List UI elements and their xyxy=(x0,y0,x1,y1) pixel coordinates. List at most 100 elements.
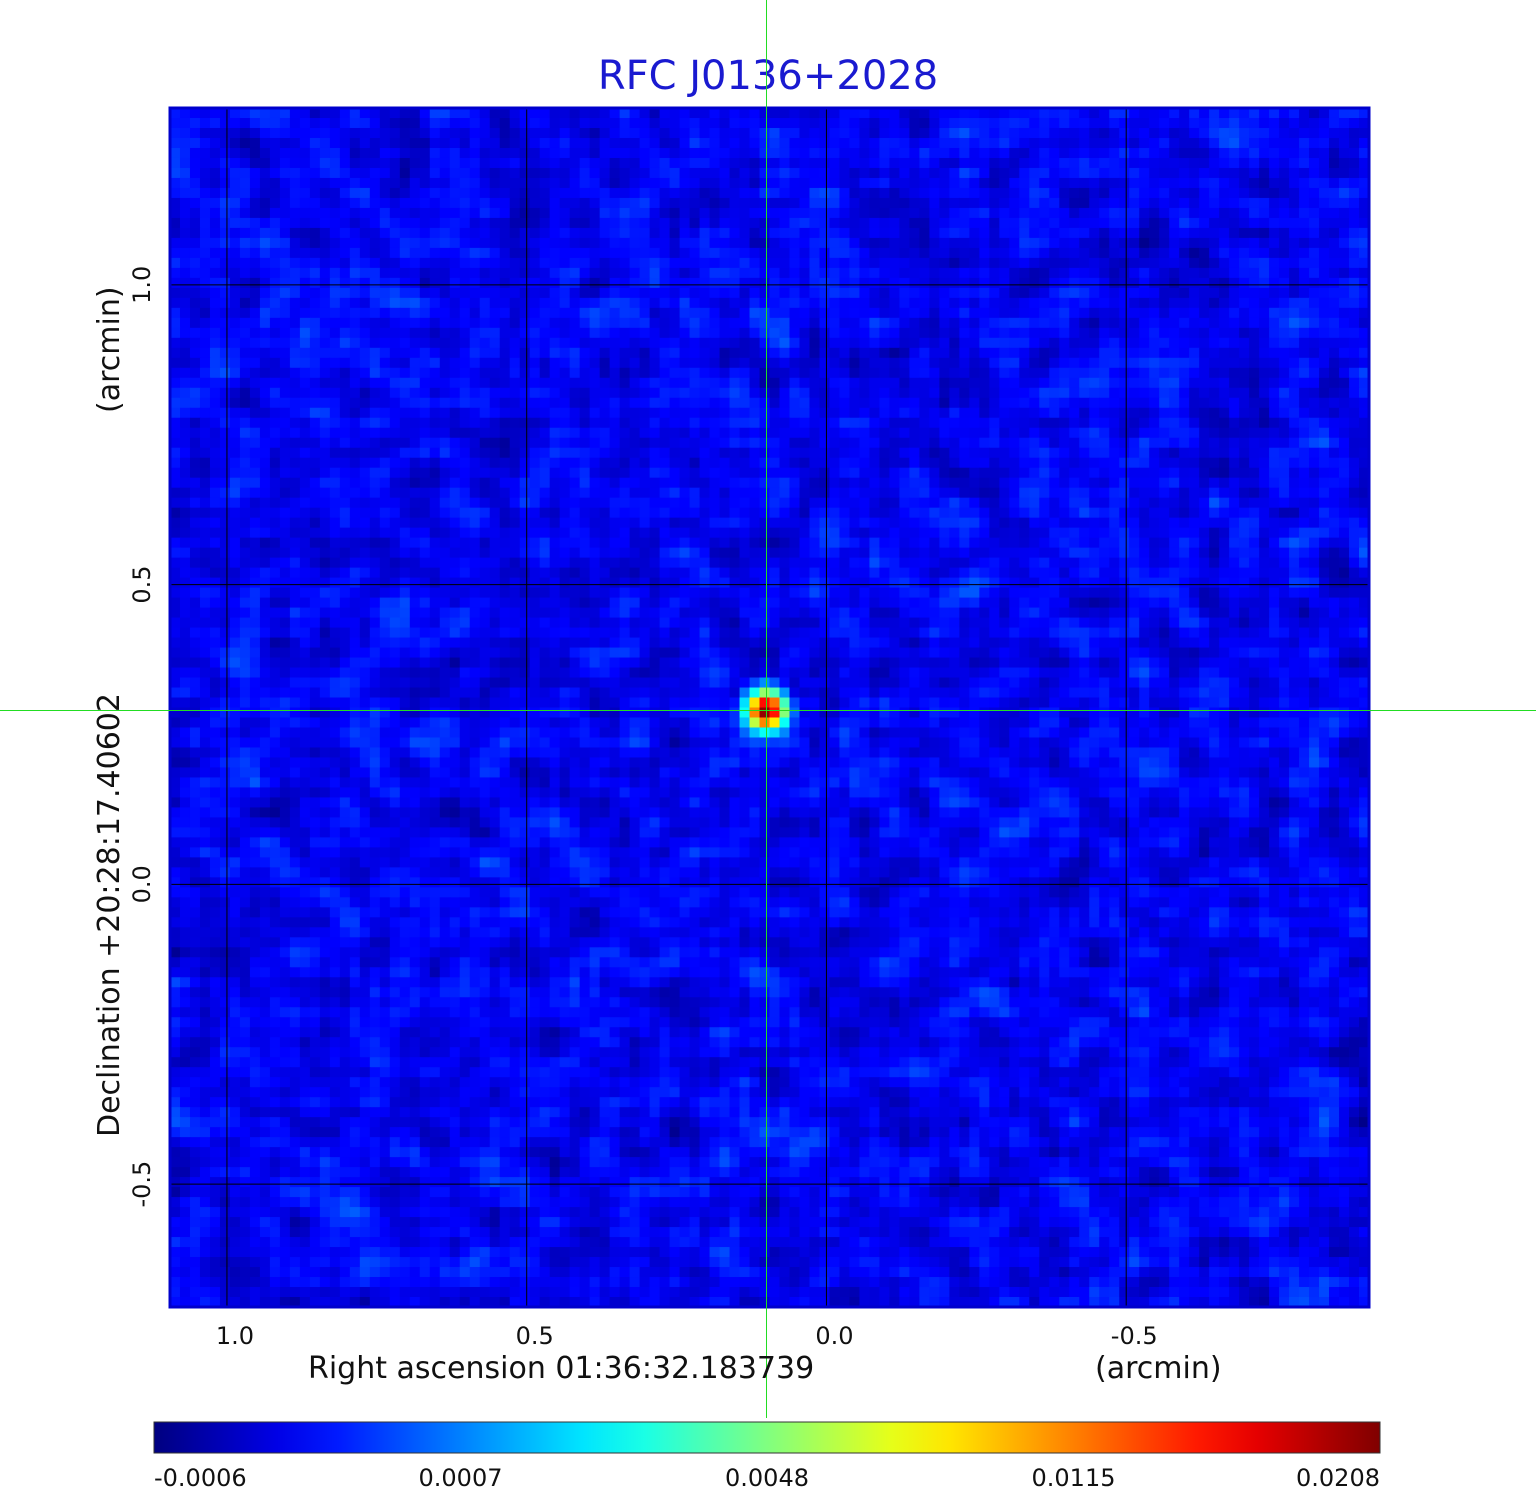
heatmap-cell xyxy=(1199,237,1210,249)
heatmap-cell xyxy=(269,297,281,309)
heatmap-cell xyxy=(879,137,890,149)
heatmap-cell xyxy=(1299,407,1310,419)
heatmap-cell xyxy=(1029,377,1040,389)
heatmap-cell xyxy=(669,347,681,359)
heatmap-cell xyxy=(949,467,960,479)
heatmap-cell xyxy=(959,177,970,189)
heatmap-cell xyxy=(599,377,611,389)
heatmap-cell xyxy=(170,517,181,529)
heatmap-cell xyxy=(1239,437,1250,449)
heatmap-cell xyxy=(749,187,761,199)
heatmap-cell xyxy=(1029,327,1040,339)
heatmap-cell xyxy=(1169,467,1180,479)
heatmap-cell xyxy=(259,427,271,439)
heatmap-cell xyxy=(179,217,191,229)
heatmap-cell xyxy=(339,477,351,489)
heatmap-cell xyxy=(859,137,871,149)
heatmap-cell xyxy=(699,457,711,469)
heatmap-cell xyxy=(1199,137,1210,149)
heatmap-cell xyxy=(579,417,591,429)
heatmap-cell xyxy=(559,257,571,269)
heatmap-cell xyxy=(1149,167,1160,179)
heatmap-cell xyxy=(539,157,551,169)
heatmap-cell xyxy=(1339,117,1350,129)
heatmap-cell xyxy=(969,287,980,299)
heatmap-cell xyxy=(519,457,531,469)
heatmap-cell xyxy=(759,317,771,329)
heatmap-cell xyxy=(799,327,811,339)
heatmap-cell xyxy=(389,327,401,339)
heatmap-cell xyxy=(269,417,281,429)
heatmap-cell xyxy=(469,167,481,179)
heatmap-cell xyxy=(1099,267,1110,279)
heatmap-cell xyxy=(709,377,721,389)
heatmap-cell xyxy=(959,237,970,249)
heatmap-cell xyxy=(1069,407,1080,419)
heatmap-cell xyxy=(319,377,331,389)
heatmap-cell xyxy=(449,507,461,519)
heatmap-cell xyxy=(749,147,761,159)
heatmap-cell xyxy=(459,367,471,379)
heatmap-cell xyxy=(849,497,861,509)
heatmap-cell xyxy=(309,277,321,289)
heatmap-cell xyxy=(579,108,591,119)
heatmap-cell xyxy=(609,157,621,169)
heatmap-cell xyxy=(739,417,751,429)
heatmap-cell xyxy=(1029,467,1040,479)
heatmap-cell xyxy=(629,377,641,389)
heatmap-cell xyxy=(1169,347,1180,359)
heatmap-cell xyxy=(269,497,281,509)
heatmap-cell xyxy=(929,187,940,199)
heatmap-cell xyxy=(989,147,1000,159)
heatmap-cell xyxy=(569,147,581,159)
heatmap-cell xyxy=(619,297,631,309)
heatmap-cell xyxy=(299,357,311,369)
heatmap-cell xyxy=(1209,477,1220,489)
heatmap-cell xyxy=(1349,377,1360,389)
heatmap-cell xyxy=(349,217,361,229)
heatmap-cell xyxy=(1219,137,1230,149)
heatmap-cell xyxy=(1269,467,1280,479)
heatmap-cell xyxy=(929,227,940,239)
heatmap-cell xyxy=(1349,507,1360,519)
heatmap-cell xyxy=(1149,297,1160,309)
heatmap-cell xyxy=(1129,447,1140,459)
heatmap-cell xyxy=(1089,487,1100,499)
heatmap-cell xyxy=(1349,457,1360,469)
heatmap-cell xyxy=(289,217,301,229)
heatmap-cell xyxy=(1159,227,1170,239)
heatmap-cell xyxy=(269,247,281,259)
heatmap-cell xyxy=(549,167,561,179)
heatmap-cell xyxy=(489,417,501,429)
heatmap-cell xyxy=(1139,217,1150,229)
heatmap-cell xyxy=(189,477,201,489)
heatmap-cell xyxy=(1019,497,1030,509)
heatmap-cell xyxy=(389,417,401,429)
heatmap-cell xyxy=(259,327,271,339)
heatmap-cell xyxy=(639,377,651,389)
heatmap-cell xyxy=(679,507,691,519)
heatmap-cell xyxy=(1329,187,1340,199)
heatmap-cell xyxy=(709,407,721,419)
heatmap-cell xyxy=(409,417,421,429)
heatmap-cell xyxy=(919,147,930,159)
heatmap-cell xyxy=(1119,337,1130,349)
heatmap-cell xyxy=(659,207,671,219)
heatmap-cell xyxy=(389,317,401,329)
heatmap-cell xyxy=(369,277,381,289)
heatmap-cell xyxy=(829,187,841,199)
heatmap-cell xyxy=(859,517,871,529)
heatmap-cell xyxy=(939,437,950,449)
heatmap-cell xyxy=(1149,367,1160,379)
heatmap-cell xyxy=(519,367,531,379)
heatmap-cell xyxy=(919,347,930,359)
heatmap-cell xyxy=(759,457,771,469)
heatmap-cell xyxy=(1269,367,1280,379)
heatmap-cell xyxy=(389,137,401,149)
heatmap-cell xyxy=(219,177,231,189)
heatmap-cell xyxy=(1119,387,1130,399)
heatmap-cell xyxy=(1319,157,1330,169)
heatmap-cell xyxy=(1159,307,1170,319)
heatmap-cell xyxy=(359,317,371,329)
heatmap-cell xyxy=(219,227,231,239)
